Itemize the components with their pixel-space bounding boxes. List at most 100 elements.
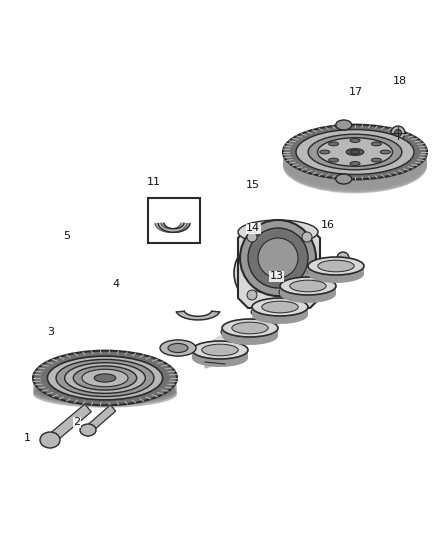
Polygon shape	[47, 404, 91, 444]
Ellipse shape	[283, 135, 427, 189]
Polygon shape	[155, 223, 187, 232]
Circle shape	[247, 270, 254, 277]
Ellipse shape	[192, 347, 248, 365]
Ellipse shape	[280, 281, 336, 299]
Text: 15: 15	[246, 181, 260, 190]
Polygon shape	[85, 405, 116, 433]
Circle shape	[247, 290, 257, 300]
Ellipse shape	[33, 376, 177, 403]
Text: 11: 11	[147, 177, 161, 187]
Circle shape	[281, 296, 299, 314]
Ellipse shape	[283, 125, 427, 180]
Ellipse shape	[94, 374, 116, 382]
Ellipse shape	[56, 359, 154, 397]
Ellipse shape	[80, 424, 96, 436]
Ellipse shape	[283, 136, 427, 191]
Polygon shape	[205, 350, 225, 368]
Ellipse shape	[258, 238, 298, 278]
Text: 4: 4	[113, 279, 120, 288]
Ellipse shape	[280, 277, 336, 295]
Text: 2: 2	[73, 417, 80, 427]
Ellipse shape	[47, 356, 162, 400]
Ellipse shape	[256, 309, 274, 316]
Bar	[148, 198, 200, 243]
Ellipse shape	[252, 306, 308, 324]
Ellipse shape	[222, 319, 278, 337]
Ellipse shape	[262, 301, 298, 313]
Ellipse shape	[33, 374, 177, 402]
Circle shape	[283, 270, 290, 277]
Circle shape	[337, 252, 349, 264]
Ellipse shape	[33, 370, 177, 398]
Ellipse shape	[283, 133, 427, 188]
Ellipse shape	[336, 174, 352, 184]
Circle shape	[273, 254, 280, 261]
Ellipse shape	[283, 127, 427, 182]
Circle shape	[255, 254, 262, 261]
Ellipse shape	[238, 220, 318, 244]
Circle shape	[273, 285, 280, 292]
Ellipse shape	[350, 139, 360, 142]
Ellipse shape	[308, 259, 364, 277]
Ellipse shape	[222, 323, 278, 341]
Ellipse shape	[328, 158, 339, 162]
Ellipse shape	[308, 134, 402, 170]
Ellipse shape	[328, 142, 339, 146]
Ellipse shape	[371, 142, 381, 146]
Ellipse shape	[33, 351, 177, 406]
Ellipse shape	[346, 149, 364, 155]
Ellipse shape	[251, 306, 279, 318]
Ellipse shape	[336, 120, 352, 130]
Ellipse shape	[290, 280, 326, 292]
Ellipse shape	[221, 326, 249, 337]
Circle shape	[391, 126, 405, 140]
Ellipse shape	[308, 266, 336, 278]
Text: 14: 14	[246, 223, 260, 233]
Ellipse shape	[283, 134, 427, 188]
Ellipse shape	[40, 432, 60, 448]
Ellipse shape	[222, 327, 278, 345]
Ellipse shape	[234, 239, 302, 307]
Ellipse shape	[252, 300, 308, 318]
Ellipse shape	[222, 321, 278, 339]
Ellipse shape	[168, 343, 188, 352]
Circle shape	[247, 232, 257, 242]
Ellipse shape	[192, 341, 248, 359]
Ellipse shape	[283, 132, 427, 187]
Polygon shape	[238, 228, 320, 308]
Ellipse shape	[350, 161, 360, 165]
Ellipse shape	[192, 349, 248, 367]
Circle shape	[255, 285, 262, 292]
Text: 3: 3	[47, 327, 54, 336]
Ellipse shape	[308, 263, 364, 281]
Text: 1: 1	[24, 433, 31, 443]
Ellipse shape	[260, 265, 276, 281]
Polygon shape	[158, 223, 190, 232]
Ellipse shape	[222, 325, 278, 343]
Ellipse shape	[350, 150, 360, 154]
Ellipse shape	[318, 260, 354, 272]
Ellipse shape	[283, 139, 427, 193]
Ellipse shape	[33, 378, 177, 406]
Circle shape	[302, 290, 312, 300]
Ellipse shape	[283, 128, 427, 183]
Circle shape	[395, 130, 402, 136]
Ellipse shape	[283, 138, 427, 192]
Ellipse shape	[248, 228, 308, 288]
Text: 18: 18	[392, 76, 406, 86]
Circle shape	[302, 232, 312, 242]
Ellipse shape	[33, 373, 177, 400]
Ellipse shape	[308, 257, 364, 275]
Ellipse shape	[33, 381, 177, 408]
Ellipse shape	[280, 279, 336, 297]
Polygon shape	[200, 260, 350, 360]
Ellipse shape	[320, 150, 330, 154]
Ellipse shape	[252, 304, 308, 322]
Ellipse shape	[232, 322, 268, 334]
Ellipse shape	[202, 344, 238, 356]
Ellipse shape	[65, 362, 145, 393]
Ellipse shape	[279, 286, 307, 297]
Ellipse shape	[380, 150, 390, 154]
Ellipse shape	[240, 220, 316, 296]
Ellipse shape	[242, 247, 294, 299]
